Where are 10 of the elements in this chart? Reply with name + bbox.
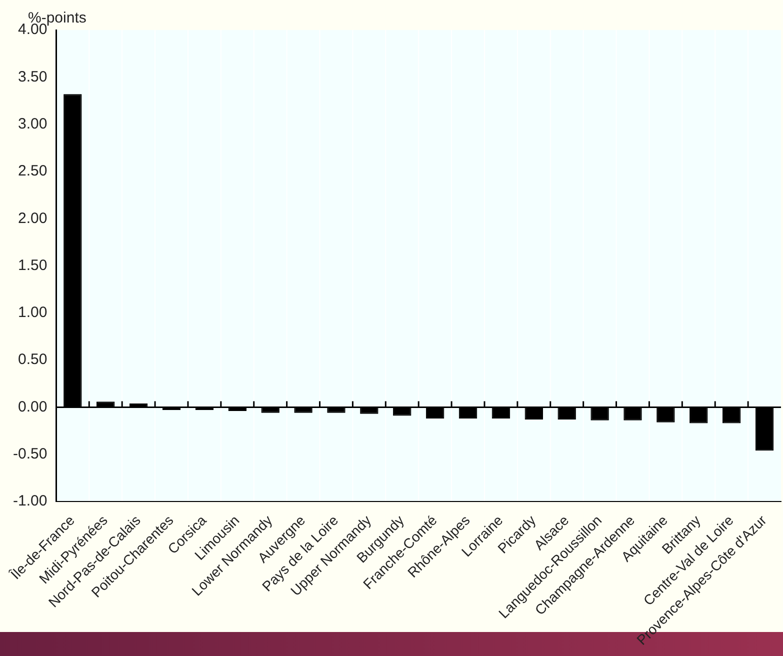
y-tick-label: 3.50 [18,68,48,86]
y-tick-label: 1.50 [18,256,48,274]
y-tick-label: 2.50 [18,162,48,180]
y-tick-label: -1.00 [12,492,48,510]
y-tick-label: 3.00 [18,115,48,132]
y-tick-label: 1.00 [18,304,48,322]
y-tick-label: 0.00 [18,398,48,416]
y-tick-label: 2.00 [18,210,48,227]
y-tick-label: 0.50 [18,351,48,368]
y-tick-label: -0.50 [12,446,48,463]
